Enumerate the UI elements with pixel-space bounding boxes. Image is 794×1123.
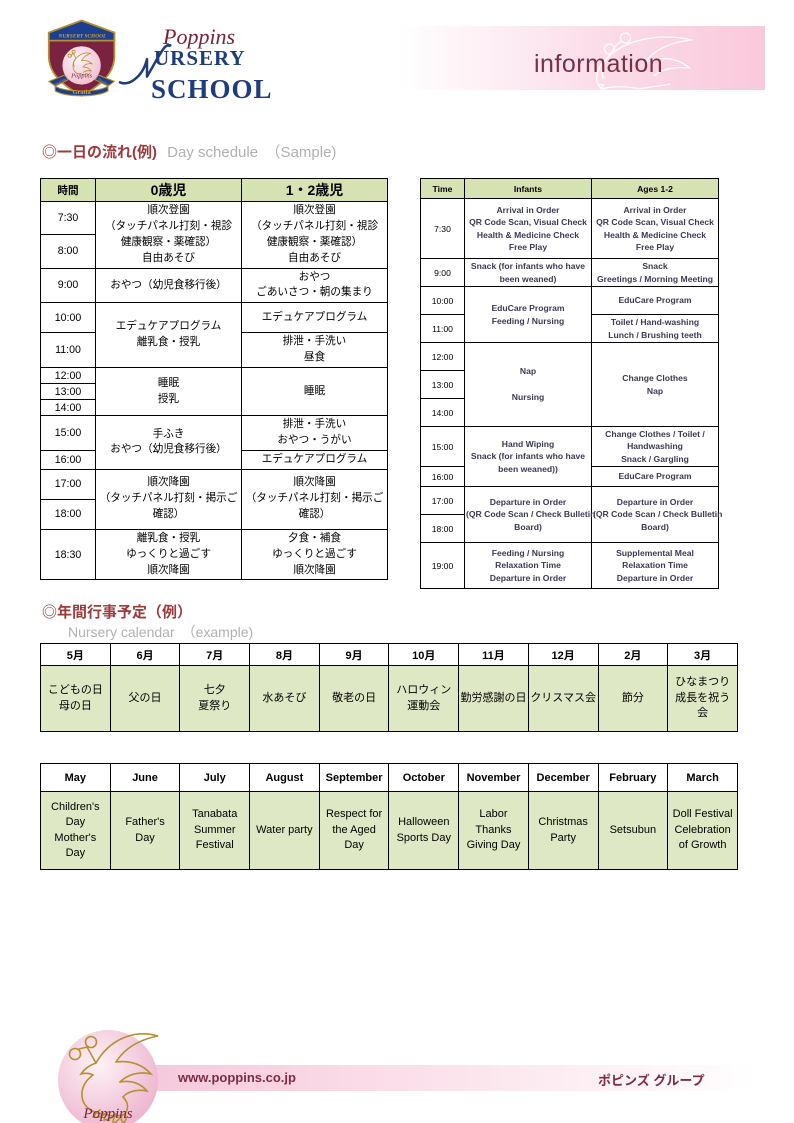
svg-text:NURSERY SCHOOL: NURSERY SCHOOL: [58, 33, 107, 39]
svg-text:Poppins: Poppins: [70, 72, 92, 79]
svg-text:Poppins: Poppins: [82, 1106, 132, 1122]
svg-text:Gratia: Gratia: [73, 89, 92, 96]
